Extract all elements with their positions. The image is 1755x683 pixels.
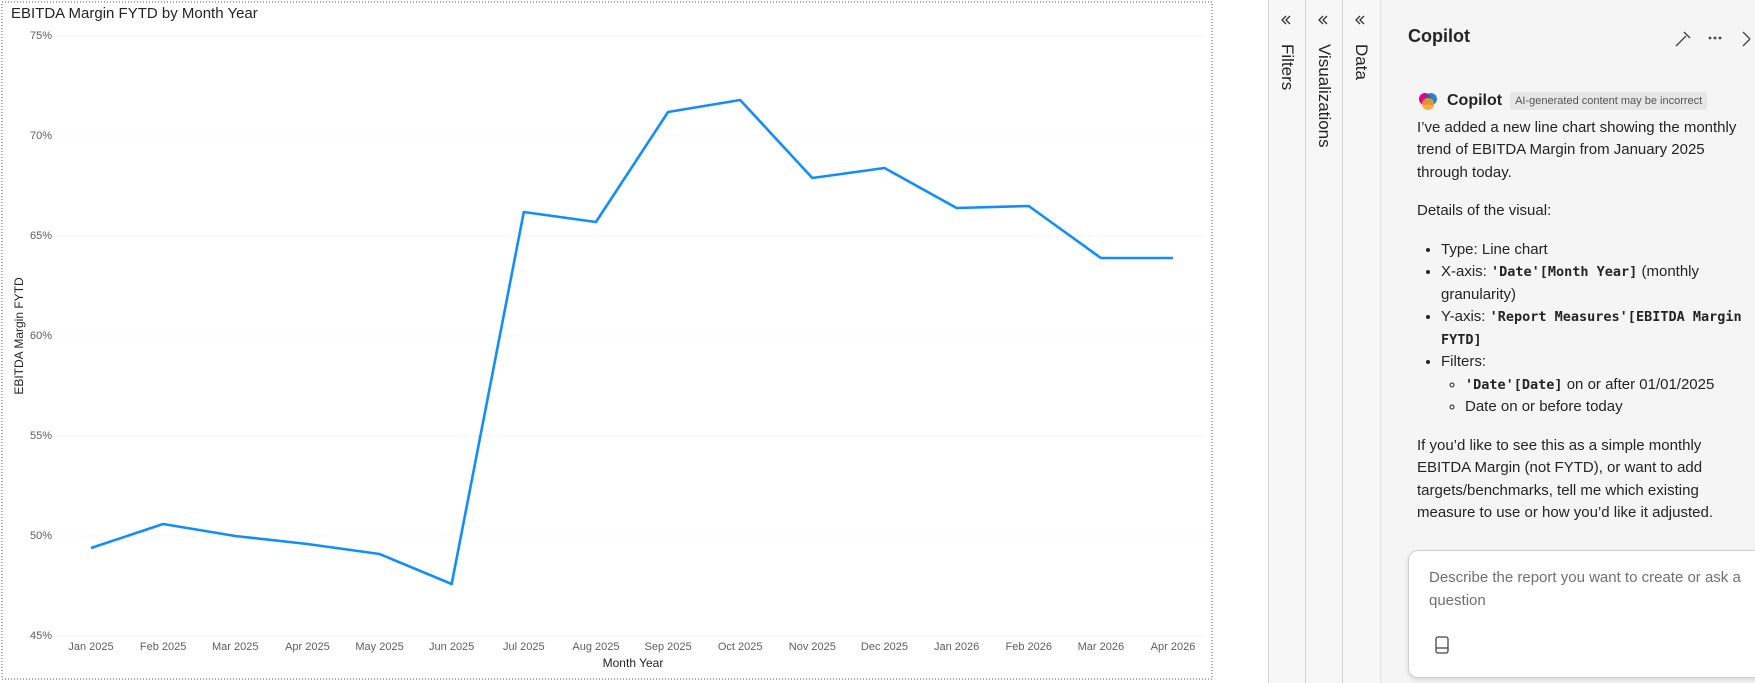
panel-actions[interactable]	[1674, 28, 1754, 48]
label: Filters:	[1441, 353, 1486, 370]
filters-pane[interactable]: Filters	[1268, 0, 1306, 683]
x-tick-label: Feb 2025	[140, 641, 186, 653]
y-tick-label: 75%	[30, 30, 52, 42]
x-tick-label: Apr 2025	[285, 641, 330, 653]
chart-border	[1, 1, 1213, 680]
paragraph: I’ve added a new line chart showing the …	[1417, 118, 1737, 181]
paragraph: If you’d like to see this as a simple mo…	[1417, 436, 1713, 522]
ai-badge: AI-generated content may be incorrect	[1510, 92, 1708, 111]
data-line	[90, 98, 1173, 586]
x-tick-label: Dec 2025	[861, 641, 908, 653]
text: (monthly granularity)	[1441, 263, 1700, 303]
x-tick-label: Oct 2025	[718, 641, 763, 653]
message-header: Copilot AI-generated content may be inco…	[1417, 90, 1747, 113]
text: Type: Line chart	[1441, 240, 1548, 258]
pane-label[interactable]: Data	[1352, 44, 1371, 80]
pane-label[interactable]: Filters	[1278, 44, 1297, 91]
label: X-axis:	[1441, 263, 1487, 280]
collapse-icon[interactable]	[1354, 14, 1366, 26]
chart: EBITDA Margin FYTD by Month Year EBITDA …	[1, 1, 1213, 680]
list-item: 'Date'[Date] on or after 01/01/2025	[1465, 374, 1747, 397]
x-tick-label: Aug 2025	[572, 641, 619, 653]
x-tick-label: Jul 2025	[503, 641, 545, 653]
y-tick-label: 55%	[30, 430, 52, 442]
data-pane[interactable]: Data	[1342, 0, 1381, 683]
y-axis-title: EBITDA Margin FYTD	[12, 277, 26, 395]
code: 'Date'[Date]	[1465, 376, 1563, 393]
text: on or after 01/01/2025	[1566, 375, 1715, 393]
y-tick-label: 60%	[30, 330, 52, 342]
x-tick-label: Nov 2025	[789, 641, 836, 653]
prompt-input[interactable]: Describe the report you want to create o…	[1408, 550, 1755, 678]
list-item: Y-axis: 'Report Measures'[EBITDA Margin …	[1441, 306, 1747, 351]
code: 'Date'[Month Year]	[1491, 264, 1638, 280]
list-item: Date on or before today	[1465, 396, 1747, 419]
x-tick-label: Apr 2026	[1151, 641, 1196, 653]
text: Date on or before today	[1465, 398, 1623, 415]
copilot-logo	[1419, 93, 1437, 111]
list-item: Filters: 'Date'[Date] on or after 01/01/…	[1441, 351, 1747, 419]
x-axis-title: Month Year	[603, 656, 664, 670]
x-tick-label: Mar 2026	[1078, 641, 1124, 653]
copilot-message: Copilot AI-generated content may be inco…	[1417, 90, 1747, 541]
paragraph: Details of the visual:	[1417, 202, 1552, 219]
sender: Copilot	[1447, 92, 1503, 109]
x-tick-label: Jan 2025	[68, 641, 113, 653]
collapse-icon[interactable]	[1280, 14, 1292, 26]
list-item: Type: Line chart	[1441, 239, 1747, 262]
attach-icon[interactable]	[1434, 635, 1450, 655]
code: 'Report Measures'[EBITDA Margin FYTD]	[1441, 309, 1742, 348]
y-tick-label: 45%	[30, 630, 52, 642]
x-tick-label: Mar 2025	[212, 641, 258, 653]
y-tick-label: 65%	[30, 230, 52, 242]
pane-label[interactable]: Visualizations	[1315, 44, 1334, 148]
x-tick-label: Sep 2025	[645, 641, 692, 653]
list-item: X-axis: 'Date'[Month Year] (monthly gran…	[1441, 261, 1747, 306]
placeholder: Describe the report you want to create o…	[1429, 569, 1741, 609]
chart-title: EBITDA Margin FYTD by Month Year	[11, 5, 258, 22]
visualizations-pane[interactable]: Visualizations	[1305, 0, 1343, 683]
x-tick-label: Feb 2026	[1005, 641, 1051, 653]
x-tick-label: Jun 2025	[429, 641, 474, 653]
panel-title: Copilot	[1408, 26, 1470, 46]
x-tick-label: May 2025	[355, 641, 403, 653]
x-tick-label: Jan 2026	[934, 641, 979, 653]
copilot-panel: Copilot Copilot AI-generated content may…	[1380, 0, 1755, 683]
collapse-icon[interactable]	[1317, 14, 1329, 26]
label: Y-axis:	[1441, 308, 1486, 325]
y-tick-label: 70%	[30, 130, 52, 142]
list: Type: Line chart X-axis: 'Date'[Month Ye…	[1417, 239, 1747, 419]
sub-list: 'Date'[Date] on or after 01/01/2025 Date…	[1441, 374, 1747, 419]
y-tick-label: 50%	[30, 530, 52, 542]
